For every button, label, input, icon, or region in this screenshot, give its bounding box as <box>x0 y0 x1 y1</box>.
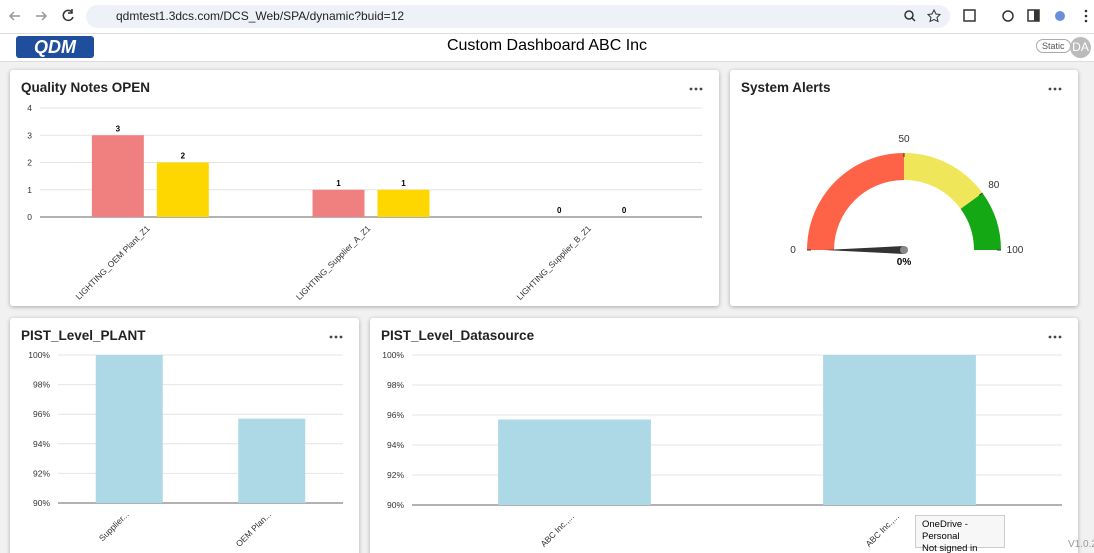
y-tick-label: 98% <box>387 380 404 390</box>
y-tick-label: 100% <box>382 350 404 360</box>
nav-icons <box>8 9 74 22</box>
bar[interactable] <box>498 419 651 506</box>
menu-dot[interactable] <box>1048 87 1052 91</box>
y-tick-label: 92% <box>33 468 50 478</box>
gauge-band <box>904 153 983 209</box>
y-tick-label: 1 <box>27 185 32 195</box>
menu-dot[interactable] <box>694 87 698 91</box>
bar[interactable] <box>156 162 209 218</box>
chart-title: PIST_Level_PLANT <box>21 328 146 343</box>
logo[interactable]: QDM <box>16 36 94 58</box>
gauge-band <box>807 153 904 250</box>
gauge-tick-label: 0 <box>790 245 796 256</box>
bar[interactable] <box>238 418 306 503</box>
y-tick-label: 90% <box>33 498 50 508</box>
menu-dot[interactable] <box>1053 87 1057 91</box>
chart: PIST_Level_PLANT 90% 92% 94% 96% 98% 100% Suppl… <box>21 328 343 549</box>
menu-dot[interactable] <box>1058 87 1062 91</box>
menu-dot[interactable] <box>339 335 343 339</box>
y-tick-label: 90% <box>387 500 404 510</box>
value-label: 2 <box>181 152 186 161</box>
browser-bar: qdmtest1.3dcs.com/DCS_Web/SPA/dynamic?bu… <box>0 0 1094 34</box>
tooltip: OneDrive - Personal Not signed in <box>915 515 1005 553</box>
menu-dot[interactable] <box>1053 335 1057 339</box>
app-header: QDM Custom Dashboard ABC Inc Static DA <box>0 34 1094 62</box>
tooltip-line: Not signed in <box>922 543 978 553</box>
y-tick-label: 96% <box>33 409 50 419</box>
gauge-needle <box>824 246 904 254</box>
y-tick-label: 3 <box>27 130 32 140</box>
gauge-tick <box>978 192 983 196</box>
value-label: 1 <box>401 179 406 188</box>
status-badge[interactable]: Static <box>1036 39 1071 53</box>
x-tick-label: LIGHTING_Supplier_B_Z1 <box>515 223 594 302</box>
bar[interactable] <box>377 189 430 217</box>
x-tick-label: LIGHTING_OEM Plant_Z1 <box>74 223 152 301</box>
chart-title: PIST_Level_Datasource <box>381 328 535 343</box>
y-tick-label: 0 <box>27 212 32 222</box>
gauge-tick-label: 80 <box>988 180 1000 191</box>
x-tick-label: OEM Plan... <box>234 509 273 548</box>
gauge-value: 0% <box>897 257 912 268</box>
version: V1.0.2 <box>1068 539 1094 550</box>
y-tick-label: 4 <box>27 103 32 113</box>
y-tick-label: 94% <box>33 439 50 449</box>
panel: PIST_Level_Datasource 90% 92% 94% 96% 98% 100%… <box>370 318 1078 553</box>
x-tick-label: ABC Inc.,... <box>538 511 575 548</box>
menu-dot[interactable] <box>334 335 338 339</box>
value-label: 0 <box>622 206 627 215</box>
x-tick-label: Supplier... <box>97 509 131 543</box>
chart-title: Quality Notes OPEN <box>21 80 150 95</box>
panel: PIST_Level_PLANT 90% 92% 94% 96% 98% 100% Suppl… <box>10 318 359 553</box>
x-tick-label: ABC Inc.,... <box>863 511 900 548</box>
chart: System Alerts 0 50 80 100 0% <box>741 80 1062 268</box>
dashboard-title: Custom Dashboard ABC Inc <box>446 37 648 54</box>
value-label: 0 <box>557 206 562 215</box>
menu-dot[interactable] <box>699 87 703 91</box>
menu-dot[interactable] <box>1058 335 1062 339</box>
bar[interactable] <box>95 355 163 503</box>
menu-dot[interactable] <box>1048 335 1052 339</box>
tooltip-line: OneDrive - Personal <box>922 519 968 542</box>
x-tick-label: LIGHTING_Supplier_A_Z1 <box>294 223 373 302</box>
needle-hub <box>900 246 908 254</box>
gauge-tick-label: 100 <box>1007 245 1024 256</box>
toolbar-icons <box>904 8 1088 23</box>
menu-dot[interactable] <box>689 87 693 91</box>
value-label: 1 <box>336 179 341 188</box>
chart-title: System Alerts <box>741 80 831 95</box>
y-tick-label: 96% <box>387 410 404 420</box>
panel: System Alerts 0 50 80 100 0% <box>730 70 1078 306</box>
address-bar[interactable]: qdmtest1.3dcs.com/DCS_Web/SPA/dynamic?bu… <box>86 5 950 28</box>
bar[interactable] <box>312 189 365 217</box>
y-tick-label: 2 <box>27 158 32 168</box>
y-tick-label: 92% <box>387 470 404 480</box>
menu-dot[interactable] <box>329 335 333 339</box>
avatar[interactable]: DA <box>1070 37 1091 58</box>
chart: Quality Notes OPEN 0 1 2 3 4 LIGHTING_OEM Plan… <box>21 80 703 302</box>
gauge-tick-label: 50 <box>898 134 910 145</box>
value-label: 3 <box>116 124 121 133</box>
y-tick-label: 94% <box>387 440 404 450</box>
panel: Quality Notes OPEN 0 1 2 3 4 LIGHTING_OEM Plan… <box>10 70 719 306</box>
chart: PIST_Level_Datasource 90% 92% 94% 96% 98% 100%… <box>381 328 1062 549</box>
gauge-band <box>960 192 1001 250</box>
bar[interactable] <box>823 355 976 505</box>
y-tick-label: 98% <box>33 380 50 390</box>
bar[interactable] <box>91 135 144 217</box>
y-tick-label: 100% <box>28 350 50 360</box>
